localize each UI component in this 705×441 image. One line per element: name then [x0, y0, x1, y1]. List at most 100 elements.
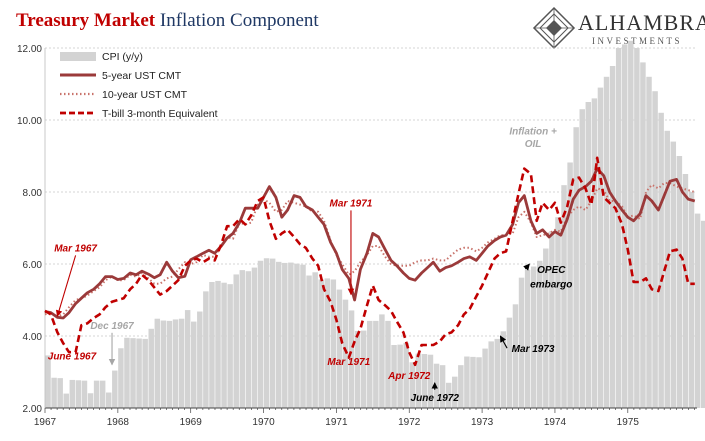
- cpi-bar: [494, 338, 500, 408]
- x-tick-label: 1973: [471, 417, 494, 428]
- cpi-bar: [130, 338, 136, 408]
- cpi-bar: [87, 393, 94, 408]
- cpi-bar: [415, 353, 422, 408]
- cpi-bar: [543, 248, 549, 408]
- cpi-bar: [190, 321, 197, 408]
- cpi-bar: [99, 380, 106, 408]
- cpi-bar: [142, 338, 148, 408]
- y-tick-label: 6.00: [23, 260, 43, 271]
- cpi-bar: [75, 380, 82, 408]
- cpi-bar: [233, 274, 239, 408]
- y-tick-label: 8.00: [23, 188, 43, 199]
- cpi-bar: [524, 269, 531, 408]
- annotation-arrow: [55, 255, 77, 317]
- cpi-bar: [51, 377, 57, 408]
- cpi-bar: [421, 354, 428, 408]
- cpi-bar: [172, 319, 179, 408]
- cpi-bar: [330, 279, 337, 408]
- cpi-bar: [512, 304, 519, 408]
- cpi-bar: [239, 270, 246, 408]
- annotation-label: Mar 1973: [512, 344, 555, 355]
- annotation-label: embargo: [530, 279, 572, 290]
- cpi-bar: [336, 289, 343, 408]
- cpi-bar: [597, 87, 604, 408]
- cpi-bar: [288, 262, 294, 408]
- cpi-bar: [470, 356, 476, 408]
- cpi-bar: [549, 231, 555, 408]
- legend-label: 10-year UST CMT: [102, 89, 188, 101]
- cpi-bar: [476, 357, 482, 408]
- cpi-bar: [579, 109, 585, 408]
- legend-label: 5-year UST CMT: [102, 70, 182, 82]
- cpi-bar: [45, 355, 51, 408]
- cpi-bar: [537, 260, 543, 408]
- cpi-bar: [93, 380, 100, 408]
- cpi-bar: [385, 320, 391, 408]
- cpi-bar: [628, 40, 634, 409]
- cpi-bar: [445, 382, 452, 408]
- cpi-bar: [640, 62, 646, 409]
- cpi-bar: [215, 280, 221, 408]
- annotation-label: OIL: [525, 139, 542, 150]
- cpi-bar: [409, 362, 416, 408]
- x-tick-label: 1975: [617, 417, 640, 428]
- legend-label: CPI (y/y): [102, 51, 143, 63]
- cpi-bar: [397, 344, 403, 408]
- cpi-bar: [621, 44, 628, 409]
- x-tick-label: 1967: [34, 417, 57, 428]
- cpi-bar: [694, 213, 701, 408]
- annotation-label: Apr 1972: [387, 371, 431, 382]
- cpi-bar: [561, 185, 567, 408]
- cpi-bar: [106, 392, 112, 408]
- cpi-bar: [300, 264, 306, 408]
- cpi-bar: [676, 156, 683, 408]
- cpi-bar: [342, 299, 349, 408]
- cpi-bar: [136, 338, 142, 408]
- legend: CPI (y/y) 5-year UST CMT 10-year UST CMT T-…: [60, 51, 218, 120]
- cpi-bar: [124, 337, 130, 408]
- cpi-bar: [652, 91, 658, 408]
- x-tick-label: 1970: [252, 417, 275, 428]
- cpi-bar: [615, 48, 622, 408]
- cpi-bar: [664, 130, 670, 409]
- cpi-bar: [81, 380, 88, 408]
- cpi-bar: [221, 282, 227, 408]
- annotation-label: June 1967: [48, 351, 97, 362]
- cpi-bar: [518, 277, 525, 408]
- cpi-bar: [63, 393, 69, 408]
- x-tick-label: 1971: [325, 417, 348, 428]
- cpi-bar: [682, 174, 689, 408]
- legend-swatch-cpi: [60, 52, 96, 61]
- y-tick-label: 10.00: [17, 116, 42, 127]
- x-tick-label: 1974: [544, 417, 567, 428]
- chart-title-part2: Inflation Component: [159, 10, 319, 31]
- cpi-bar: [282, 262, 288, 408]
- cpi-bar: [585, 102, 592, 408]
- cpi-bar: [360, 330, 367, 408]
- cpi-bar: [118, 348, 124, 408]
- x-tick-label: 1968: [107, 417, 130, 428]
- cpi-bar: [227, 284, 233, 408]
- cpi-bar: [634, 48, 640, 408]
- cpi-bar: [439, 365, 446, 408]
- cpi-bar: [530, 266, 537, 408]
- cpi-bar: [373, 320, 379, 408]
- cpi-bar: [324, 278, 331, 408]
- cpi-bar: [203, 291, 209, 408]
- cpi-bar: [500, 331, 507, 408]
- cpi-bar: [403, 342, 409, 408]
- annotation-label: Inflation +: [509, 126, 557, 137]
- cpi-bar: [427, 354, 434, 408]
- cpi-bar: [257, 260, 264, 408]
- x-tick-label: 1972: [398, 417, 421, 428]
- cpi-bar: [646, 76, 652, 409]
- cpi-bar: [245, 271, 252, 408]
- cpi-bar: [318, 279, 324, 408]
- annotation-arrow: [499, 335, 508, 349]
- cpi-bar: [69, 379, 76, 408]
- logo-subtitle: INVESTMENTS: [592, 36, 682, 46]
- legend-label: T-bill 3-month Equivalent: [102, 108, 218, 120]
- cpi-bar: [603, 76, 610, 409]
- cpi-bar: [197, 311, 203, 408]
- cpi-bar: [573, 127, 579, 408]
